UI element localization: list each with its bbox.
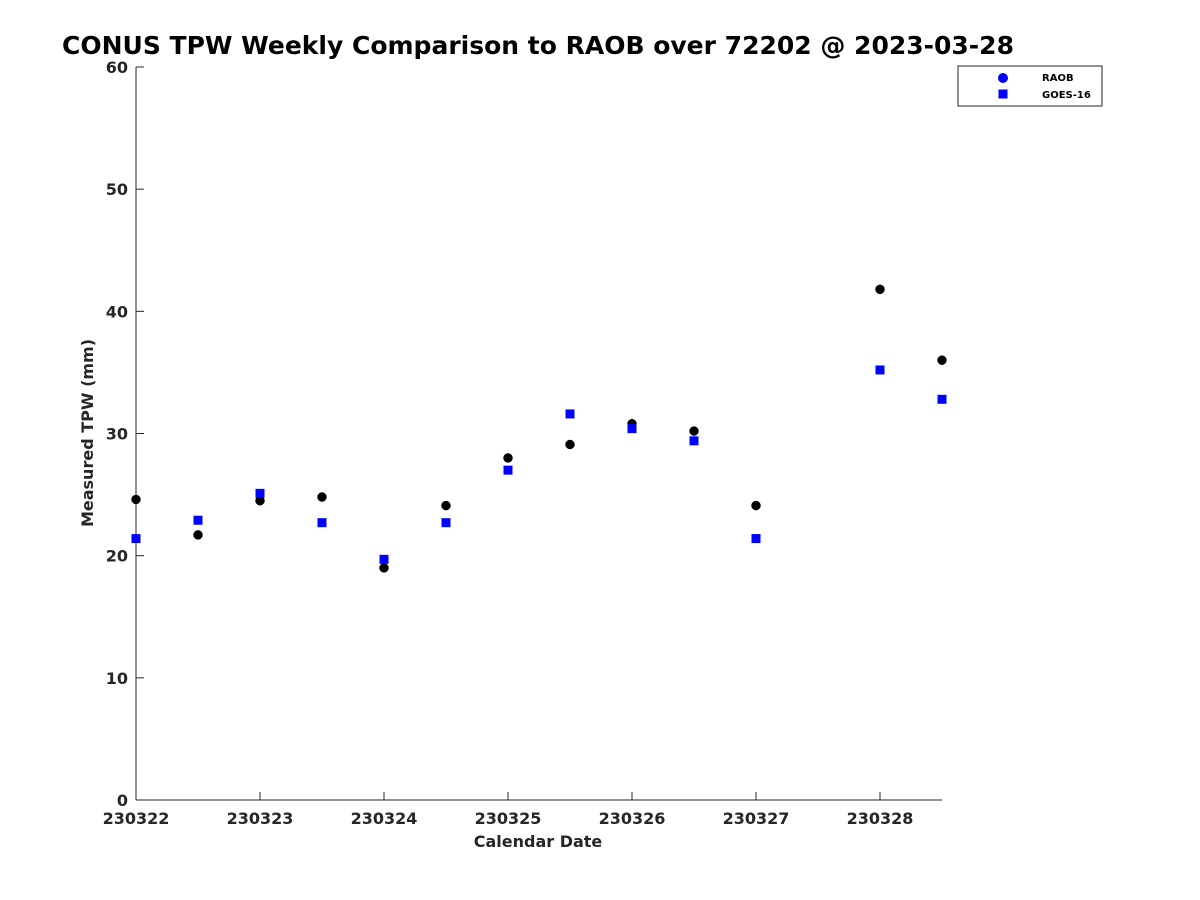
data-points	[131, 284, 947, 573]
goes-16-point	[937, 394, 947, 404]
x-axis-ticks: 230322 230323 230324 230325 230326 230327 2303…	[103, 792, 914, 828]
goes-16-point	[131, 534, 141, 544]
goes-16-point	[317, 518, 327, 528]
y-tick-label: 0	[117, 791, 128, 810]
goes-16-point	[379, 554, 389, 564]
goes-16-point	[441, 518, 451, 528]
legend-marker-goes16	[998, 89, 1008, 99]
raob-point	[565, 439, 575, 450]
raob-point	[131, 494, 141, 505]
raob-point	[751, 500, 761, 511]
raob-point	[317, 492, 327, 502]
legend-box	[957, 65, 1103, 107]
raob-point	[503, 453, 513, 463]
x-tick-label: 230325	[475, 809, 542, 828]
y-tick-label: 50	[106, 180, 128, 199]
x-tick-label: 230326	[599, 809, 666, 828]
goes-16-point	[255, 488, 265, 498]
x-tick-label: 230327	[723, 809, 790, 828]
y-tick-label: 20	[106, 547, 128, 566]
y-tick-label: 60	[106, 58, 128, 77]
y-tick-label: 30	[106, 425, 128, 444]
legend-marker-raob	[998, 73, 1008, 83]
raob-point	[689, 426, 699, 436]
legend-label-raob: RAOB	[1042, 73, 1074, 84]
goes-16-point	[627, 424, 637, 434]
x-tick-label: 230328	[847, 809, 914, 828]
raob-point	[441, 500, 451, 511]
y-tick-label: 10	[106, 669, 128, 688]
x-tick-label: 230322	[103, 809, 170, 828]
goes-16-point	[565, 409, 575, 419]
y-tick-label: 40	[106, 302, 128, 321]
legend-label-goes16: GOES-16	[1042, 90, 1091, 101]
y-axis-ticks: 0 10 20 30 40 50 60	[106, 58, 144, 810]
legend: RAOB GOES-16	[957, 65, 1103, 107]
x-tick-label: 230323	[227, 809, 294, 828]
raob-point	[193, 530, 203, 540]
raob-point	[379, 563, 389, 573]
goes-16-point	[751, 534, 761, 544]
x-tick-label: 230324	[351, 809, 418, 828]
x-axis-label: Calendar Date	[474, 832, 603, 851]
goes-16-point	[503, 465, 513, 475]
goes-16-point	[875, 365, 885, 375]
goes-16-point	[689, 436, 699, 446]
y-axis-label: Measured TPW (mm)	[78, 339, 97, 527]
goes-16-point	[193, 515, 203, 525]
raob-point	[937, 355, 947, 365]
raob-point	[875, 284, 885, 295]
chart-title: CONUS TPW Weekly Comparison to RAOB over…	[62, 31, 1014, 60]
